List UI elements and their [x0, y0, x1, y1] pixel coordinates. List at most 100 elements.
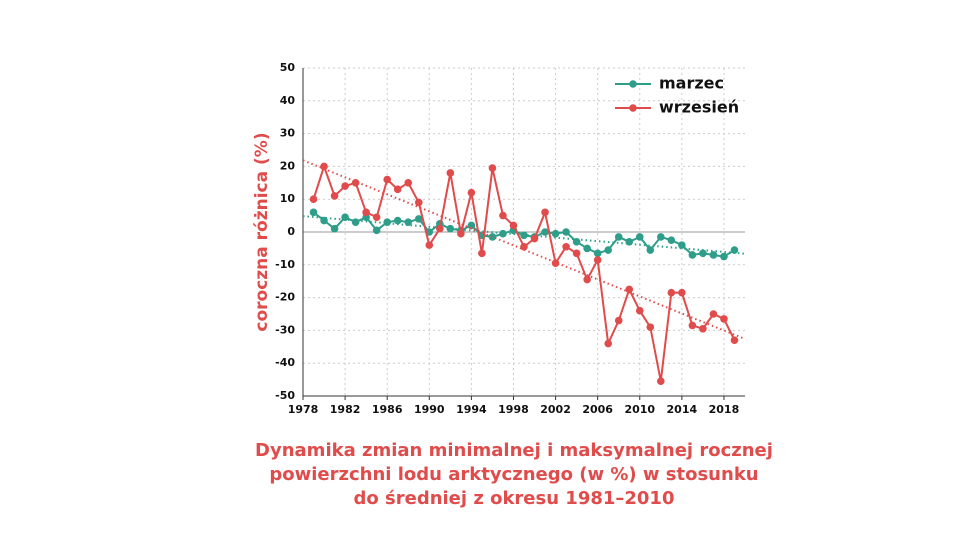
- y-tick-label: -50: [275, 389, 295, 402]
- data-point: [678, 288, 686, 297]
- data-point: [667, 288, 676, 297]
- data-point: [562, 242, 570, 251]
- data-point: [467, 188, 476, 197]
- data-point: [593, 256, 602, 264]
- data-point: [720, 252, 728, 261]
- data-point: [425, 241, 434, 249]
- data-point: [499, 229, 507, 238]
- data-point: [341, 213, 349, 222]
- y-tick-label: 40: [280, 94, 296, 107]
- x-tick-label: 2014: [667, 403, 698, 416]
- data-point: [414, 215, 423, 223]
- legend-label: marzec: [659, 74, 724, 93]
- data-point: [330, 224, 339, 233]
- y-tick-label: 10: [280, 192, 296, 205]
- y-tick-label: -10: [275, 258, 295, 271]
- data-point: [625, 285, 634, 294]
- x-tick-label: 1994: [456, 403, 487, 416]
- data-point: [414, 198, 423, 207]
- data-point: [446, 224, 455, 233]
- data-point: [520, 242, 528, 251]
- data-point: [320, 216, 328, 225]
- x-tick-label: 1982: [330, 403, 361, 416]
- y-tick-label: 50: [280, 61, 296, 74]
- data-point: [657, 377, 665, 386]
- data-point: [699, 249, 707, 258]
- data-point: [541, 228, 549, 236]
- y-axis-label: coroczna różnica (%): [252, 132, 272, 331]
- data-point: [572, 238, 581, 246]
- data-point: [551, 229, 560, 238]
- data-point: [709, 310, 718, 318]
- x-tick-label: 2002: [540, 403, 571, 416]
- x-tick-label: 2018: [709, 403, 740, 416]
- data-point: [646, 323, 655, 331]
- y-tick-label: -20: [275, 291, 295, 304]
- data-point: [404, 179, 413, 187]
- data-point: [309, 208, 318, 217]
- series-line: [312, 163, 736, 382]
- chart-title: Dynamika zmian minimalnej i maksymalnej …: [255, 440, 773, 461]
- data-point: [499, 211, 507, 220]
- data-point: [362, 208, 370, 217]
- data-point: [635, 306, 644, 315]
- data-point: [604, 246, 612, 254]
- data-point: [351, 218, 360, 226]
- data-point: [520, 231, 528, 240]
- data-point: [551, 259, 560, 267]
- legend-marker: [629, 104, 637, 112]
- data-point: [541, 208, 549, 217]
- data-point: [667, 236, 676, 244]
- data-point: [635, 233, 644, 241]
- data-point: [614, 233, 623, 241]
- x-tick-label: 1998: [498, 403, 529, 416]
- x-tick-label: 2010: [624, 403, 655, 416]
- data-point: [488, 164, 497, 172]
- data-point: [720, 315, 728, 323]
- data-point: [457, 229, 465, 238]
- data-point: [572, 249, 581, 258]
- chart-title: powierzchni lodu arktycznego (w %) w sto…: [269, 464, 758, 485]
- data-point: [583, 275, 591, 284]
- data-point: [699, 324, 707, 333]
- data-point: [688, 251, 697, 259]
- data-point: [604, 339, 612, 348]
- data-point: [330, 192, 339, 200]
- data-point: [562, 228, 570, 236]
- data-point: [372, 226, 381, 235]
- y-tick-label: 30: [280, 127, 296, 140]
- data-point: [404, 218, 413, 226]
- y-tick-label: -40: [275, 356, 295, 369]
- data-point: [593, 249, 602, 258]
- y-tick-label: -30: [275, 323, 295, 336]
- legend-marker: [629, 80, 637, 88]
- data-point: [646, 246, 655, 254]
- data-point: [709, 251, 718, 259]
- chart-title: do średniej z okresu 1981–2010: [354, 488, 675, 509]
- data-point: [393, 216, 402, 225]
- data-point: [657, 233, 665, 241]
- data-point: [583, 244, 591, 253]
- data-point: [730, 336, 739, 345]
- legend-label: wrzesień: [659, 98, 739, 117]
- y-tick-label: 20: [280, 159, 296, 172]
- data-point: [393, 185, 402, 194]
- data-point: [730, 246, 739, 254]
- x-tick-label: 1990: [414, 403, 445, 416]
- x-tick-label: 1986: [372, 403, 403, 416]
- x-tick-label: 1978: [288, 403, 319, 416]
- data-point: [488, 233, 497, 241]
- data-point: [678, 241, 686, 249]
- data-point: [446, 169, 455, 177]
- data-point: [688, 321, 697, 330]
- data-point: [509, 221, 518, 230]
- data-point: [436, 224, 444, 233]
- data-point: [614, 316, 623, 325]
- data-point: [372, 213, 381, 222]
- data-point: [467, 221, 476, 230]
- data-point: [341, 182, 349, 190]
- x-tick-label: 2006: [582, 403, 613, 416]
- data-point: [478, 249, 486, 258]
- data-point: [625, 238, 634, 246]
